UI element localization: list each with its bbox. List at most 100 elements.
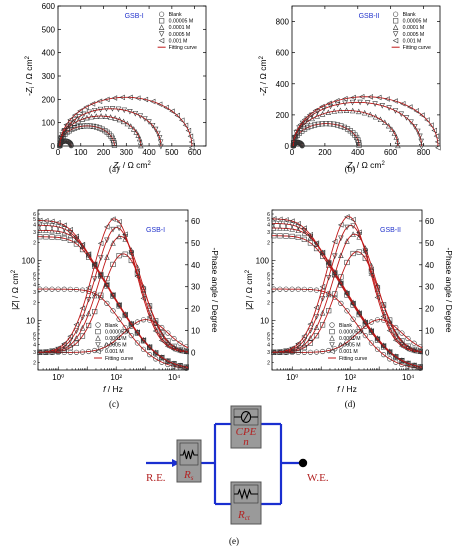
data-point	[308, 123, 314, 129]
data-point	[331, 108, 337, 114]
data-point	[387, 356, 393, 362]
legend-entry: 0.00005 M	[339, 329, 364, 335]
data-point	[49, 286, 55, 292]
y-minor-tick-label: 4	[267, 342, 270, 348]
data-point	[313, 324, 320, 331]
y2-axis-label: -Phase angle / Degree	[444, 247, 454, 332]
data-point	[122, 324, 128, 331]
data-point	[289, 345, 295, 351]
data-point	[350, 300, 356, 307]
data-point	[95, 342, 101, 348]
legend-entry: 0.0001 M	[105, 336, 127, 342]
y-minor-tick-label: 2	[33, 361, 36, 367]
data-point	[393, 11, 399, 17]
data-point	[177, 340, 183, 346]
y-minor-tick-label: 3	[267, 290, 270, 296]
data-point	[299, 143, 305, 149]
data-point	[283, 221, 289, 227]
y-tick-label: 500	[42, 25, 56, 34]
data-point	[163, 104, 169, 111]
data-point	[384, 96, 390, 102]
data-point	[277, 225, 283, 231]
data-point	[392, 353, 399, 360]
data-point	[301, 333, 307, 339]
y2-tick-label: 60	[191, 217, 200, 226]
x-tick-label: 200	[318, 148, 332, 157]
data-point	[115, 106, 122, 113]
data-point	[431, 127, 437, 134]
data-point	[368, 328, 374, 334]
data-point	[412, 123, 418, 130]
resistor-icon	[180, 449, 198, 460]
data-point	[361, 109, 368, 116]
data-point	[313, 349, 320, 355]
data-point	[135, 132, 141, 138]
panel-c-bode-gsb-i: 10⁰ 10² 10⁴2345623456234561010001020304050…	[10, 209, 220, 394]
data-point	[132, 110, 139, 117]
data-point	[358, 94, 365, 100]
data-point	[313, 304, 320, 311]
data-point	[295, 234, 301, 240]
y-minor-tick-label: 2	[33, 241, 36, 247]
data-point	[79, 314, 86, 321]
y-minor-tick-label: 5	[33, 337, 36, 343]
data-point	[177, 348, 183, 354]
data-point	[149, 122, 156, 129]
data-point	[95, 329, 101, 335]
n-label: n	[243, 436, 249, 448]
data-point	[415, 128, 421, 135]
data-point	[329, 329, 335, 335]
data-point	[142, 116, 148, 122]
data-point	[337, 107, 344, 114]
legend-entry: Blank	[339, 323, 352, 329]
data-point	[372, 113, 379, 120]
data-point	[356, 324, 362, 331]
data-point	[103, 113, 109, 119]
data-point	[133, 129, 139, 135]
data-point	[110, 308, 116, 314]
data-point	[104, 237, 110, 244]
data-point	[152, 319, 159, 325]
data-point	[116, 225, 122, 232]
x-tick-label: 10⁴	[168, 373, 181, 382]
data-point	[301, 345, 307, 351]
x-tick-label: 10⁰	[286, 373, 298, 382]
y-minor-tick-label: 5	[33, 217, 36, 223]
data-point	[374, 317, 381, 323]
data-point	[374, 282, 381, 289]
data-point	[277, 286, 283, 292]
data-point	[122, 329, 128, 335]
y-minor-tick-label: 6	[33, 332, 36, 338]
data-point	[338, 343, 344, 349]
data-point	[134, 329, 140, 336]
data-point	[164, 343, 171, 350]
axis-label: |Z| / Ω cm2	[10, 269, 20, 310]
data-point	[392, 31, 399, 37]
data-point	[127, 123, 134, 129]
y2-axis-label: -Phase angle / Degree	[210, 247, 220, 332]
data-point	[349, 99, 356, 106]
data-point	[271, 225, 277, 231]
data-point	[307, 240, 313, 246]
data-point	[142, 96, 149, 103]
y2-tick-label: 40	[191, 261, 200, 270]
data-point	[338, 274, 344, 280]
data-point	[165, 330, 171, 336]
panel-title: GSB-II	[359, 13, 380, 20]
data-point	[399, 100, 406, 107]
x-tick-label: 0	[290, 148, 295, 157]
data-point	[338, 123, 344, 129]
data-point	[61, 235, 67, 241]
data-point	[49, 218, 55, 225]
data-point	[188, 139, 195, 145]
data-point	[171, 335, 177, 342]
data-point	[73, 241, 79, 247]
data-point	[380, 343, 387, 349]
data-point	[418, 138, 424, 145]
data-point	[158, 143, 164, 150]
y-minor-tick-label: 4	[33, 223, 36, 229]
data-point	[67, 227, 73, 233]
data-point	[155, 130, 161, 137]
y-tick-label: 300	[42, 72, 56, 81]
data-point	[95, 348, 101, 355]
